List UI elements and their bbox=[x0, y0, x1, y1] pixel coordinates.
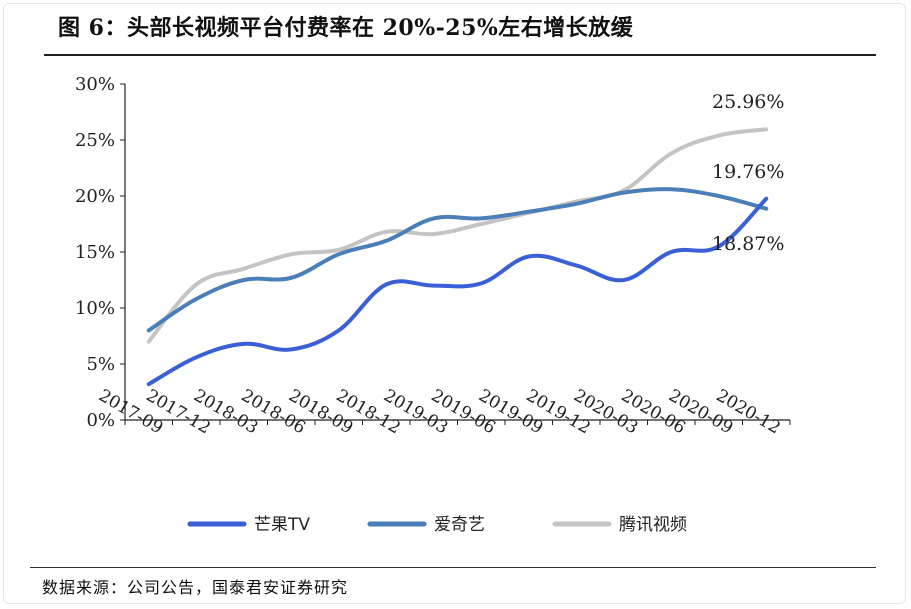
data-source: 数据来源：公司公告，国泰君安证券研究 bbox=[42, 578, 349, 597]
figure-frame bbox=[3, 3, 906, 604]
y-tick-label: 5% bbox=[86, 354, 115, 375]
chart-axes: 0%5%10%15%20%25%30%2017-092017-122018-03… bbox=[75, 74, 791, 438]
series-line-0 bbox=[146, 196, 769, 387]
legend-label: 爱奇艺 bbox=[434, 515, 485, 535]
figure-title: 图 6：头部长视频平台付费率在 20%-25%左右增长放缓 bbox=[58, 15, 634, 41]
y-tick-label: 20% bbox=[75, 186, 115, 207]
legend-label: 芒果TV bbox=[254, 515, 310, 535]
chart-series bbox=[146, 127, 769, 387]
y-tick-label: 30% bbox=[75, 74, 115, 95]
legend-label: 腾讯视频 bbox=[619, 515, 687, 535]
chart-annotations: 25.96% 19.76% 18.87% bbox=[712, 91, 784, 255]
y-tick-label: 0% bbox=[86, 410, 115, 431]
series-line-2 bbox=[146, 127, 769, 344]
value-annotation: 18.87% bbox=[712, 233, 784, 255]
title-rule bbox=[44, 54, 876, 56]
y-tick-label: 25% bbox=[75, 130, 115, 151]
source-rule bbox=[30, 567, 876, 568]
y-tick-label: 10% bbox=[75, 298, 115, 319]
chart-legend: 芒果TV 爱奇艺 腾讯视频 bbox=[187, 515, 687, 535]
series-line-1 bbox=[146, 187, 769, 333]
value-annotation: 25.96% bbox=[712, 91, 784, 113]
y-tick-label: 15% bbox=[75, 242, 115, 263]
value-annotation: 19.76% bbox=[712, 161, 784, 183]
